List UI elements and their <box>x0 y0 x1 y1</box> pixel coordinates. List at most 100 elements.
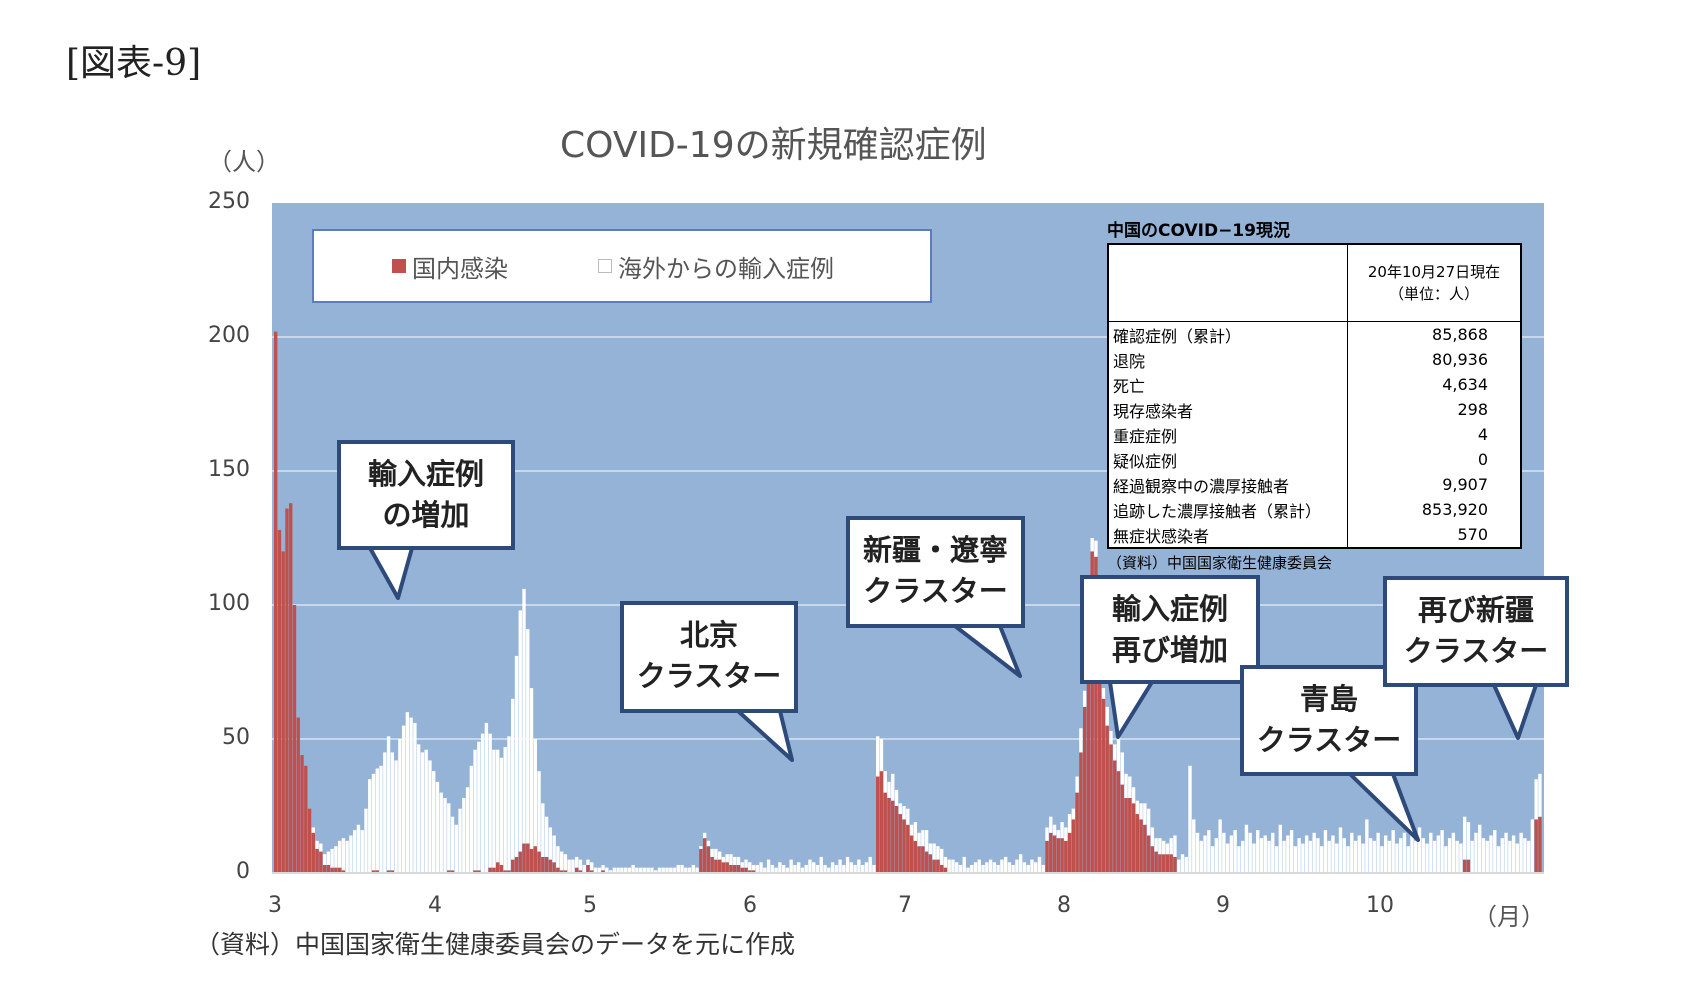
bar-domestic <box>1082 706 1087 873</box>
legend-label-imported: 海外からの輸入症例 <box>618 254 834 283</box>
bar-imported <box>1000 859 1004 873</box>
bar-imported <box>1120 752 1124 785</box>
bar-domestic <box>748 870 752 873</box>
bar-domestic <box>548 859 553 873</box>
bar-imported <box>819 856 823 873</box>
bar-domestic <box>736 864 741 873</box>
bar-imported <box>646 867 650 873</box>
bar-imported <box>1233 830 1237 873</box>
bar-imported <box>623 867 628 873</box>
bar-imported <box>544 816 549 857</box>
bar-imported <box>454 824 458 873</box>
bar-imported <box>1026 864 1030 873</box>
bar-domestic <box>1158 854 1162 873</box>
bar-imported <box>853 864 857 873</box>
bar-imported <box>1075 776 1079 793</box>
bar-imported <box>1188 765 1192 873</box>
bar-imported <box>1316 838 1320 873</box>
bar-imported <box>409 717 413 873</box>
bar-imported <box>1067 814 1072 833</box>
bar-imported <box>477 741 481 871</box>
bar-imported <box>601 864 605 871</box>
bar-imported <box>1350 832 1354 873</box>
bar-imported <box>785 867 790 873</box>
summary-table-source: （資料）中国国家衛生健康委員会 <box>1107 554 1333 572</box>
bar-imported <box>319 843 323 852</box>
bar-imported <box>322 854 327 865</box>
bar-domestic <box>883 792 887 873</box>
bar-domestic <box>721 862 726 873</box>
bar-imported <box>680 864 684 873</box>
bar-imported <box>1289 830 1294 873</box>
bar-imported <box>1519 832 1523 873</box>
summary-row-value: 570 <box>1347 522 1521 548</box>
bar-domestic <box>1101 698 1106 873</box>
bar-imported <box>1462 816 1467 860</box>
summary-table-row: 無症状感染者 570 <box>1108 522 1521 548</box>
bar-imported <box>390 752 395 871</box>
bar-imported <box>514 655 519 857</box>
bar-imported <box>341 838 346 871</box>
bar-imported <box>729 854 733 865</box>
bar-imported <box>1421 838 1425 873</box>
bar-domestic <box>1075 792 1079 873</box>
bar-imported <box>717 851 722 860</box>
summary-table-row: 経過観察中の濃厚接触者 9,907 <box>1108 472 1521 497</box>
bar-imported <box>672 867 677 873</box>
bar-imported <box>1015 859 1019 873</box>
bar-imported <box>981 864 985 873</box>
bar-domestic <box>522 843 526 873</box>
bar-imported <box>1030 859 1034 873</box>
bar-imported <box>665 867 669 873</box>
summary-row-label: 死亡 <box>1113 376 1146 396</box>
bar-domestic <box>386 870 391 873</box>
bar-imported <box>1105 706 1109 726</box>
bar-imported <box>1180 854 1185 873</box>
source-note: （資料）中国国家衛生健康委員会のデータを元に作成 <box>195 930 796 959</box>
bar-imported <box>721 856 726 863</box>
summary-row-label: 現存感染者 <box>1113 401 1194 421</box>
bar-domestic <box>894 806 899 873</box>
bar-imported <box>1402 832 1407 873</box>
bar-imported <box>1003 856 1008 873</box>
bar-domestic <box>921 846 925 873</box>
bar-imported <box>909 824 914 836</box>
bar-imported <box>398 739 402 873</box>
legend-item-imported: 海外からの輸入症例 <box>598 249 834 284</box>
bar-imported <box>1410 835 1414 873</box>
bar-imported <box>1301 843 1305 873</box>
bar-imported <box>1335 843 1339 873</box>
header-unit: （単位：人） <box>1388 285 1479 303</box>
bar-domestic <box>575 867 579 873</box>
bar-imported <box>1154 838 1158 852</box>
bar-imported <box>326 851 331 865</box>
bar-imported <box>815 864 820 873</box>
y-tick-label: 50 <box>222 725 250 750</box>
bar-domestic <box>1060 838 1064 873</box>
bar-imported <box>488 733 492 868</box>
bar-domestic <box>717 859 722 873</box>
bar-imported <box>1534 779 1538 820</box>
bar-imported <box>823 864 827 873</box>
bar-imported <box>638 867 643 873</box>
bar-imported <box>1331 835 1335 873</box>
bar-imported <box>379 765 383 873</box>
bar-imported <box>988 859 993 873</box>
bar-imported <box>311 827 315 833</box>
bar-imported <box>480 733 485 873</box>
bar-imported <box>669 867 673 873</box>
bar-imported <box>1395 843 1399 873</box>
summary-row-label: 無症状感染者 <box>1113 526 1210 546</box>
callout-text: 再び増加 <box>1111 633 1228 667</box>
bar-imported <box>1440 830 1444 873</box>
bar-imported <box>1244 824 1249 873</box>
bar-domestic <box>1094 556 1098 873</box>
bar-imported <box>1368 838 1373 873</box>
bar-domestic <box>511 859 515 873</box>
bar-domestic <box>590 870 594 873</box>
y-tick-label: 150 <box>208 457 250 482</box>
bar-imported <box>917 832 921 847</box>
bar-imported <box>405 712 410 873</box>
callout-text: 輸入症例 <box>1111 592 1228 626</box>
header-date: 20年10月27日現在 <box>1367 263 1501 281</box>
